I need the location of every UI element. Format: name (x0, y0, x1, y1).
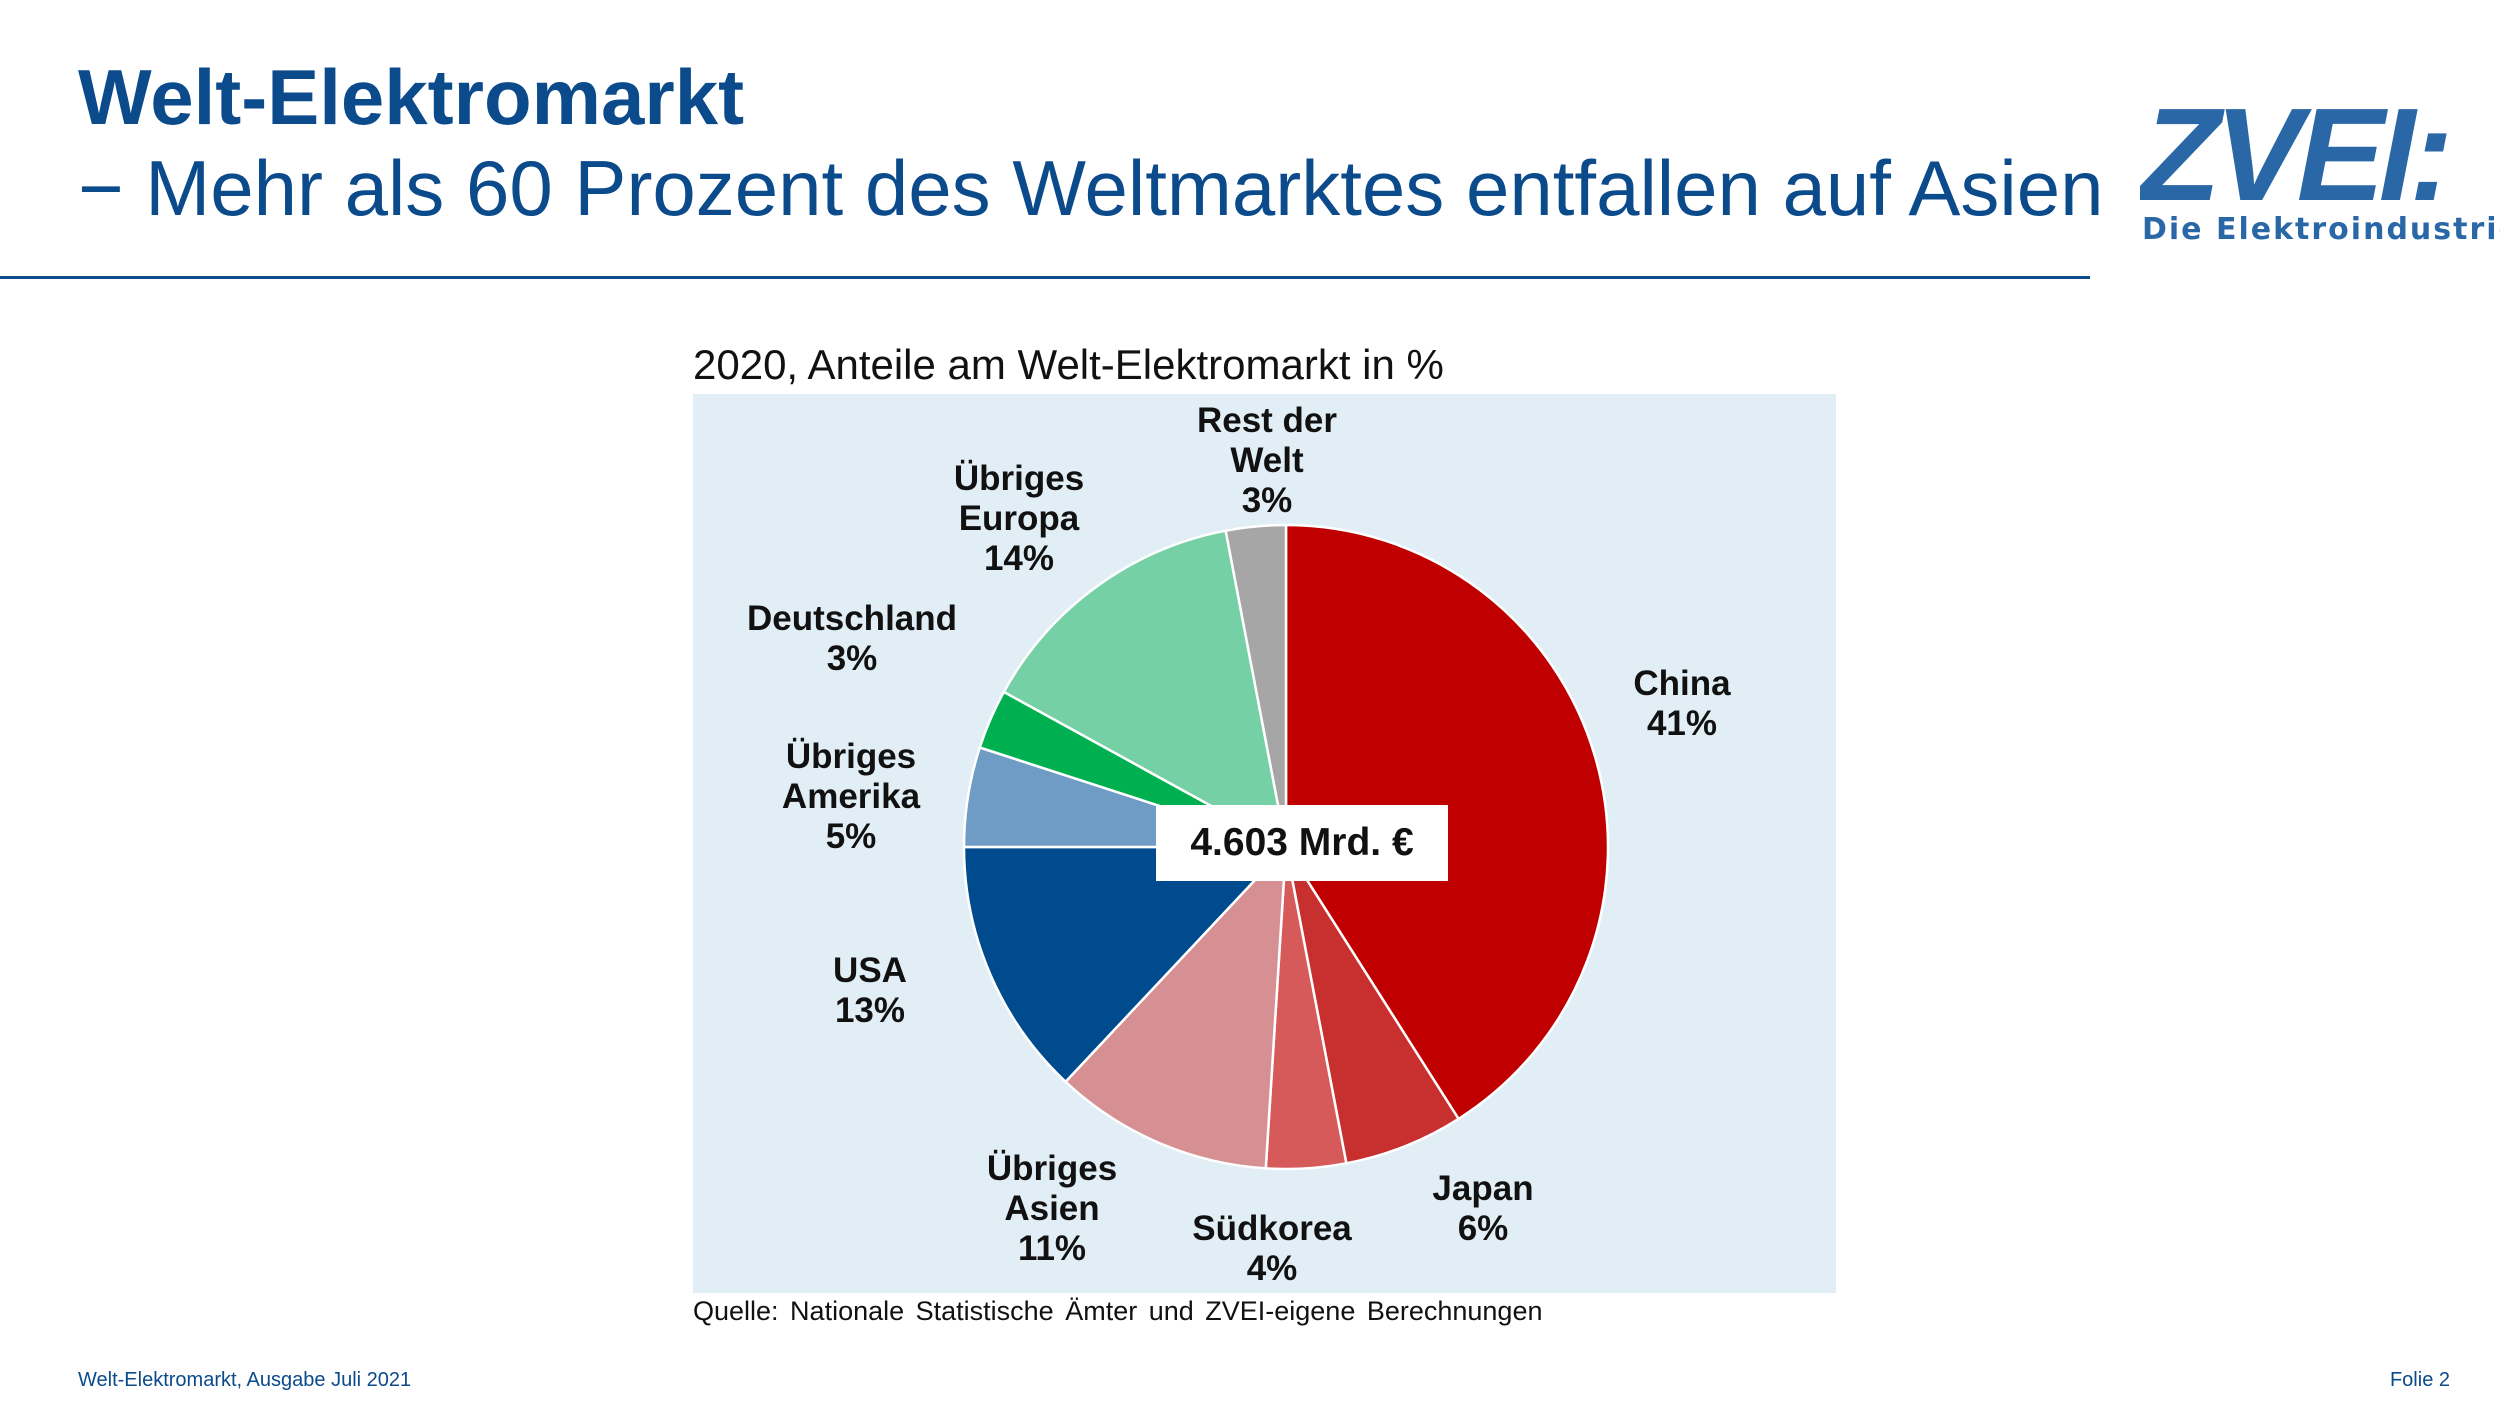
slice-label-suedkorea: Südkorea 4% (1192, 1209, 1352, 1288)
footer-edition: Welt-Elektromarkt, Ausgabe Juli 2021 (78, 1369, 412, 1391)
pie-slice-übriges-europa (1002, 529, 1288, 849)
header-divider (0, 276, 2090, 279)
source-note: Quelle: Nationale Statistische Ämter und… (693, 1296, 1543, 1326)
slice-label-deutschland: Deutschland 3% (746, 599, 958, 678)
pie-slice-usa (962, 845, 1288, 1083)
slice-label-japan: Japan 6% (1432, 1169, 1534, 1248)
pie-slice-übriges-asien (1064, 845, 1288, 1170)
page-subtitle: − Mehr als 60 Prozent des Weltmarktes en… (78, 144, 2104, 232)
slice-label-uebriges-asien: Übriges Asien 11% (986, 1149, 1118, 1268)
slide-number: Folie 2 (2389, 1369, 2450, 1391)
slice-label-uebriges-amerika: Übriges Amerika 5% (781, 737, 921, 856)
pie-slice-rest-der-welt (1224, 523, 1288, 849)
pie-slice-japan (1284, 845, 1460, 1165)
zvei-logo: ZVEI: (2140, 81, 2453, 228)
zvei-logo-wordmark: ZVEI: (2140, 81, 2447, 228)
slice-label-usa: USA 13% (833, 951, 907, 1030)
zvei-logo-tagline: Die Elektroindustrie (2142, 212, 2500, 247)
market-total-label: 4.603 Mrd. € (1156, 805, 1448, 881)
slice-label-china: China 41% (1633, 664, 1731, 743)
slice-label-uebriges-europa: Übriges Europa 14% (953, 459, 1085, 578)
chart-title: 2020, Anteile am Welt-Elektromarkt in % (693, 341, 1444, 388)
slice-label-rest-der-welt: Rest der Welt 3% (1196, 401, 1338, 520)
page-title: Welt-Elektromarkt (78, 53, 745, 141)
